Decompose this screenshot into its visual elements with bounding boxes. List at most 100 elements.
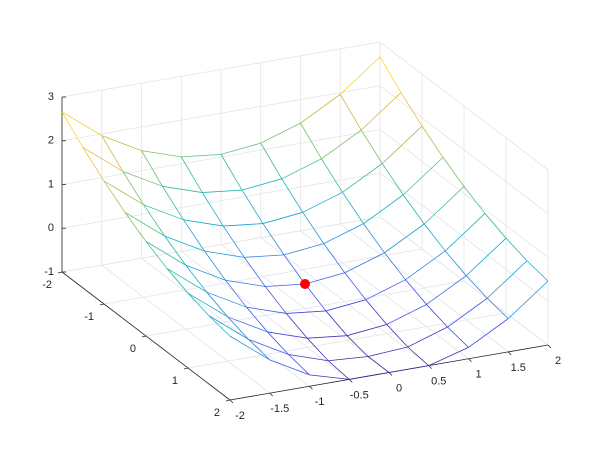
- mesh-line: [204, 250, 226, 281]
- mesh-line: [264, 286, 287, 314]
- grid-line: [145, 280, 465, 337]
- mesh-line: [327, 360, 350, 380]
- mesh-line: [225, 280, 247, 308]
- mesh-line: [286, 310, 327, 314]
- x-tick-label: -1: [315, 396, 325, 408]
- mesh-line: [381, 163, 404, 196]
- mesh-line: [426, 275, 467, 305]
- x-tick-label: 0: [396, 382, 402, 394]
- mesh-line: [101, 135, 142, 151]
- z-tick-label: 0: [48, 222, 54, 234]
- mesh-line: [360, 129, 383, 164]
- mesh-line: [342, 192, 364, 224]
- mesh-line: [367, 346, 408, 357]
- mesh-line: [187, 292, 210, 317]
- mesh-line: [141, 150, 163, 187]
- tick-mark: [225, 399, 231, 402]
- mesh-line: [283, 243, 324, 256]
- mesh-line: [447, 297, 488, 328]
- mesh-line: [300, 94, 341, 124]
- mesh-line: [342, 163, 383, 193]
- tick-mark: [99, 303, 105, 306]
- mesh-line: [208, 315, 231, 337]
- mesh-line: [323, 223, 364, 244]
- tick-mark: [229, 399, 234, 404]
- mesh-line: [363, 223, 385, 253]
- mesh-line: [283, 254, 306, 285]
- mesh-line: [507, 280, 549, 319]
- mesh-line: [463, 186, 486, 214]
- mesh-line: [309, 374, 350, 380]
- mesh-line: [82, 147, 123, 172]
- mesh-line: [421, 125, 444, 158]
- mesh-line: [143, 204, 184, 221]
- mesh-line: [141, 150, 182, 158]
- mesh-line: [444, 213, 486, 252]
- tick-mark: [348, 379, 353, 383]
- mesh-line: [61, 111, 102, 136]
- y-tick-label: 1: [172, 375, 178, 387]
- mesh-line: [61, 111, 84, 148]
- mesh-line: [304, 283, 327, 312]
- mesh-line: [407, 326, 448, 348]
- mesh-line: [400, 92, 423, 127]
- mesh-line: [166, 268, 189, 294]
- mesh-line: [267, 331, 308, 339]
- mesh-line: [344, 272, 367, 300]
- mesh-line: [201, 192, 224, 227]
- mesh-line: [243, 257, 266, 287]
- mesh-line: [384, 223, 425, 254]
- mesh-line: [447, 326, 469, 348]
- tick-mark: [269, 392, 274, 397]
- mesh-line: [122, 171, 145, 206]
- x-tick-label: 2: [555, 355, 561, 367]
- mesh-line: [220, 154, 243, 191]
- mesh-line: [265, 283, 306, 287]
- mesh-line: [339, 94, 362, 131]
- tick-mark: [507, 351, 512, 356]
- mesh-line: [164, 235, 187, 266]
- mesh-line: [166, 268, 207, 293]
- mesh-line: [428, 347, 469, 366]
- mesh-line: [349, 372, 390, 380]
- mesh-line: [241, 178, 282, 191]
- mesh-line: [269, 359, 310, 376]
- mesh-line: [187, 292, 228, 318]
- grid-line: [187, 312, 507, 369]
- mesh-line: [183, 219, 205, 252]
- mesh-line: [384, 252, 406, 280]
- mesh-line: [267, 331, 289, 355]
- mesh-line: [386, 304, 427, 325]
- mesh-line: [222, 225, 245, 258]
- mesh-line: [505, 237, 528, 262]
- mesh-line: [262, 211, 303, 224]
- x-tick-label: 1.5: [511, 362, 526, 374]
- mesh-line: [442, 157, 465, 187]
- mesh-line: [307, 335, 348, 339]
- mesh-line: [103, 180, 126, 213]
- mesh-line: [101, 135, 124, 172]
- mesh-line: [288, 354, 310, 376]
- mesh-line: [402, 157, 444, 196]
- mesh-line: [486, 297, 509, 319]
- tick-mark: [57, 271, 63, 274]
- mesh-line: [465, 275, 488, 299]
- mesh-line: [302, 212, 325, 244]
- y-tick-label: -2: [42, 279, 52, 291]
- mesh-line: [386, 324, 409, 348]
- mesh-line: [103, 180, 144, 206]
- highlight-point: [300, 279, 310, 289]
- mesh-line: [244, 254, 285, 258]
- mesh-line: [526, 260, 549, 282]
- mesh-line: [143, 204, 166, 237]
- mesh-line: [208, 315, 249, 340]
- x-tick-label: -2: [235, 410, 245, 422]
- grid-line: [61, 216, 381, 273]
- mesh-line: [328, 356, 369, 362]
- mesh-line: [248, 339, 271, 361]
- mesh-line: [325, 310, 348, 336]
- tick-mark: [309, 385, 313, 390]
- mesh-line: [180, 156, 203, 193]
- mesh-line: [145, 241, 186, 266]
